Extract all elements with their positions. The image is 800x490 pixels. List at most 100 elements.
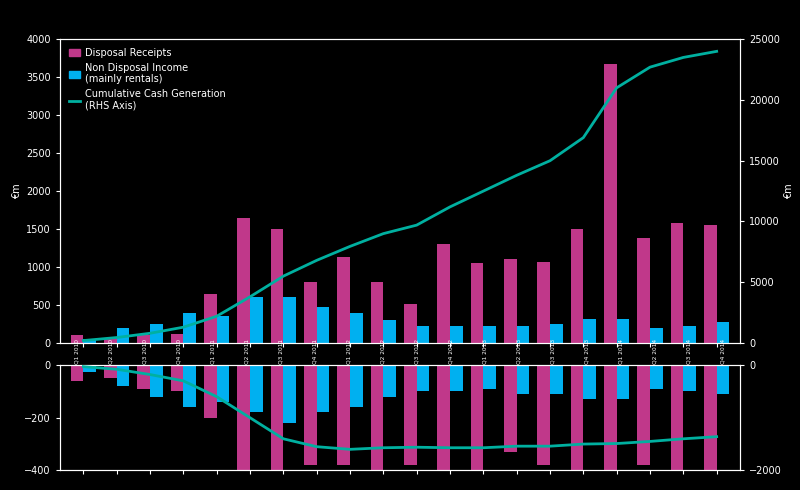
Bar <box>438 245 450 343</box>
Bar <box>270 365 283 490</box>
Bar <box>370 282 383 343</box>
Bar <box>538 262 550 343</box>
Bar <box>83 365 96 371</box>
Bar <box>404 303 417 343</box>
Bar <box>250 365 262 413</box>
Bar <box>238 218 250 343</box>
Bar <box>470 263 483 343</box>
Text: Q1 2010: Q1 2010 <box>74 339 79 364</box>
Bar <box>404 365 417 465</box>
Text: Q4 2011: Q4 2011 <box>313 339 318 364</box>
Bar <box>250 297 262 343</box>
Bar <box>450 326 462 343</box>
Bar <box>70 365 83 381</box>
Bar <box>583 365 596 399</box>
Text: Q2 2012: Q2 2012 <box>381 339 386 364</box>
Bar <box>550 324 562 343</box>
Bar <box>204 294 217 343</box>
Legend: Disposal Receipts, Non Disposal Income
(mainly rentals), Cumulative Cash Generat: Disposal Receipts, Non Disposal Income (… <box>65 44 230 115</box>
Bar <box>338 257 350 343</box>
Bar <box>383 320 396 343</box>
Bar <box>104 365 117 378</box>
Text: Q4 2014: Q4 2014 <box>721 339 726 364</box>
Bar <box>683 326 696 343</box>
Bar <box>704 225 717 343</box>
Text: Q3 2010: Q3 2010 <box>142 339 147 364</box>
Text: Q3 2012: Q3 2012 <box>414 339 419 364</box>
Bar <box>338 365 350 465</box>
Bar <box>304 365 317 465</box>
Bar <box>217 317 230 343</box>
Bar <box>583 318 596 343</box>
Bar <box>638 365 650 465</box>
Text: Q3 2013: Q3 2013 <box>550 339 555 364</box>
Bar <box>170 365 183 392</box>
Bar <box>638 238 650 343</box>
Bar <box>670 223 683 343</box>
Bar <box>350 365 362 407</box>
Text: Q2 2010: Q2 2010 <box>109 339 114 364</box>
Bar <box>150 365 162 397</box>
Bar <box>450 365 462 392</box>
Bar <box>183 365 196 407</box>
Bar <box>383 365 396 397</box>
Bar <box>238 365 250 490</box>
Text: Q2 2011: Q2 2011 <box>245 339 250 364</box>
Bar <box>604 365 617 490</box>
Text: Q4 2010: Q4 2010 <box>177 339 182 364</box>
Bar <box>617 318 630 343</box>
Bar <box>304 282 317 343</box>
Bar <box>117 365 130 386</box>
Text: Q1 2011: Q1 2011 <box>210 339 215 364</box>
Bar <box>517 325 530 343</box>
Text: Q1 2012: Q1 2012 <box>346 339 351 364</box>
Text: Q1 2014: Q1 2014 <box>618 339 623 364</box>
Bar <box>650 365 662 389</box>
Bar <box>370 365 383 484</box>
Text: Q2 2013: Q2 2013 <box>517 339 522 364</box>
Text: Q2 2014: Q2 2014 <box>653 339 658 364</box>
Bar <box>504 260 517 343</box>
Bar <box>350 313 362 343</box>
Bar <box>317 307 330 343</box>
Bar <box>570 365 583 490</box>
Bar <box>704 365 717 486</box>
Bar <box>504 365 517 452</box>
Bar <box>604 64 617 343</box>
Bar <box>717 322 730 343</box>
Text: Q4 2012: Q4 2012 <box>449 339 454 364</box>
Bar <box>317 365 330 413</box>
Bar <box>204 365 217 417</box>
Bar <box>170 334 183 343</box>
Bar <box>417 365 430 392</box>
Bar <box>417 325 430 343</box>
Text: Q3 2014: Q3 2014 <box>686 339 691 364</box>
Bar <box>217 365 230 402</box>
Y-axis label: €m: €m <box>784 183 794 199</box>
Bar <box>83 339 96 343</box>
Bar <box>470 365 483 470</box>
Bar <box>138 336 150 343</box>
Bar <box>483 365 496 389</box>
Bar <box>104 339 117 343</box>
Bar <box>650 328 662 343</box>
Bar <box>183 313 196 343</box>
Text: Q4 2013: Q4 2013 <box>585 339 590 364</box>
Bar <box>438 365 450 490</box>
Bar <box>283 297 296 343</box>
Text: Q3 2011: Q3 2011 <box>278 339 283 364</box>
Bar <box>570 229 583 343</box>
Bar <box>550 365 562 394</box>
Text: Q1 2013: Q1 2013 <box>482 339 487 364</box>
Bar <box>270 229 283 343</box>
Bar <box>517 365 530 394</box>
Bar <box>483 326 496 343</box>
Bar <box>670 365 683 486</box>
Bar <box>617 365 630 399</box>
Bar <box>683 365 696 392</box>
Bar <box>717 365 730 394</box>
Bar <box>150 324 162 343</box>
Bar <box>70 336 83 343</box>
Bar <box>283 365 296 423</box>
Y-axis label: €m: €m <box>12 183 22 199</box>
